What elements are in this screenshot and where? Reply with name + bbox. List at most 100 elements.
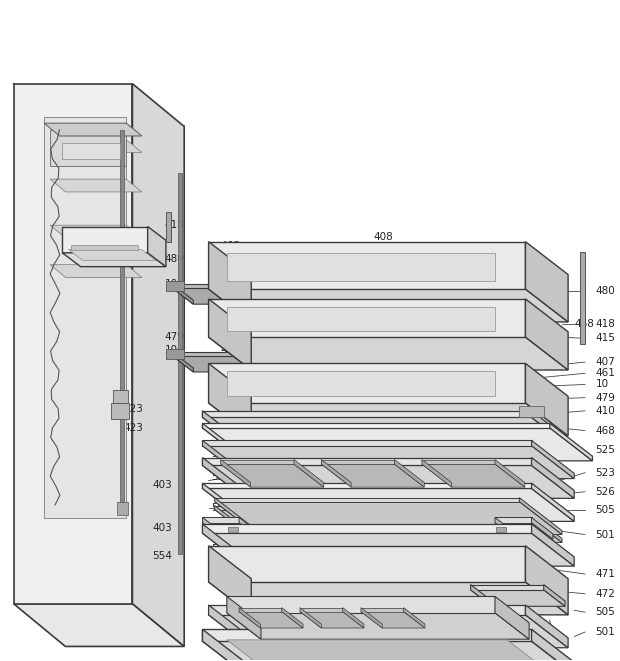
Polygon shape (215, 506, 520, 510)
Polygon shape (496, 527, 506, 532)
Polygon shape (203, 533, 574, 566)
Polygon shape (531, 457, 574, 498)
Polygon shape (111, 403, 130, 419)
Polygon shape (166, 349, 184, 359)
Polygon shape (63, 253, 166, 266)
Text: 473: 473 (324, 605, 344, 615)
Polygon shape (203, 446, 574, 479)
Text: 480: 480 (165, 254, 184, 264)
Polygon shape (203, 417, 574, 450)
Polygon shape (208, 337, 568, 370)
Polygon shape (531, 518, 553, 539)
Text: 10: 10 (596, 379, 609, 389)
Polygon shape (203, 457, 531, 465)
Polygon shape (44, 123, 142, 136)
Polygon shape (227, 371, 495, 397)
Polygon shape (172, 284, 294, 288)
Polygon shape (404, 607, 425, 628)
Polygon shape (281, 607, 303, 628)
Polygon shape (208, 546, 251, 615)
Polygon shape (203, 488, 574, 522)
Polygon shape (203, 524, 531, 533)
Polygon shape (531, 629, 574, 661)
Polygon shape (544, 584, 565, 606)
Polygon shape (495, 596, 529, 639)
Polygon shape (520, 406, 544, 417)
Polygon shape (550, 423, 593, 461)
Polygon shape (239, 518, 260, 539)
Polygon shape (14, 84, 133, 603)
Polygon shape (227, 596, 261, 639)
Polygon shape (239, 611, 303, 628)
Polygon shape (215, 506, 257, 543)
Polygon shape (215, 498, 257, 535)
Polygon shape (525, 546, 568, 615)
Polygon shape (63, 227, 148, 253)
Polygon shape (203, 410, 245, 450)
Polygon shape (203, 629, 531, 641)
Polygon shape (203, 440, 245, 479)
Polygon shape (203, 641, 574, 661)
Polygon shape (148, 227, 166, 266)
Polygon shape (239, 607, 260, 628)
Polygon shape (172, 352, 294, 356)
Polygon shape (525, 364, 568, 436)
Text: 407: 407 (596, 357, 615, 367)
Polygon shape (227, 640, 537, 661)
Polygon shape (239, 607, 281, 611)
Text: 403: 403 (153, 480, 172, 490)
Polygon shape (208, 582, 568, 615)
Polygon shape (422, 459, 495, 464)
Polygon shape (208, 299, 525, 337)
Text: 423: 423 (123, 423, 143, 433)
Polygon shape (208, 242, 525, 289)
Text: 10: 10 (534, 434, 547, 444)
Text: 521: 521 (211, 472, 231, 482)
Text: 468: 468 (221, 241, 241, 251)
Polygon shape (133, 84, 184, 646)
Polygon shape (300, 607, 321, 628)
Polygon shape (203, 523, 260, 539)
Polygon shape (50, 264, 142, 278)
Text: 414: 414 (330, 373, 350, 383)
Text: 10: 10 (300, 494, 313, 504)
Polygon shape (227, 596, 495, 613)
Polygon shape (471, 590, 565, 606)
Polygon shape (208, 364, 525, 403)
Text: 10: 10 (300, 459, 313, 469)
Text: 505: 505 (596, 607, 615, 617)
Text: 410: 410 (596, 406, 615, 416)
Polygon shape (321, 459, 394, 464)
Polygon shape (525, 242, 568, 322)
Polygon shape (361, 607, 383, 628)
Polygon shape (50, 139, 142, 153)
Polygon shape (172, 288, 315, 304)
Text: 525: 525 (596, 446, 616, 455)
Polygon shape (203, 423, 245, 461)
Text: 522: 522 (211, 485, 231, 495)
Text: 500: 500 (211, 544, 231, 554)
Text: 10: 10 (300, 518, 313, 528)
Polygon shape (50, 130, 126, 166)
Polygon shape (221, 459, 294, 464)
Text: 10: 10 (165, 345, 178, 355)
Text: 471: 471 (596, 569, 616, 579)
Polygon shape (208, 364, 251, 436)
Polygon shape (422, 459, 452, 487)
Polygon shape (300, 611, 364, 628)
Text: 501: 501 (596, 627, 615, 637)
Polygon shape (178, 173, 182, 555)
Polygon shape (495, 518, 531, 523)
Polygon shape (203, 465, 574, 498)
Polygon shape (525, 605, 568, 648)
Polygon shape (203, 629, 245, 661)
Polygon shape (203, 483, 245, 522)
Polygon shape (50, 179, 142, 192)
Polygon shape (321, 459, 351, 487)
Text: 413: 413 (391, 408, 411, 418)
Polygon shape (228, 527, 238, 532)
Text: 414: 414 (330, 294, 350, 304)
Polygon shape (215, 498, 520, 502)
Text: 480: 480 (596, 286, 615, 296)
Polygon shape (203, 410, 531, 417)
